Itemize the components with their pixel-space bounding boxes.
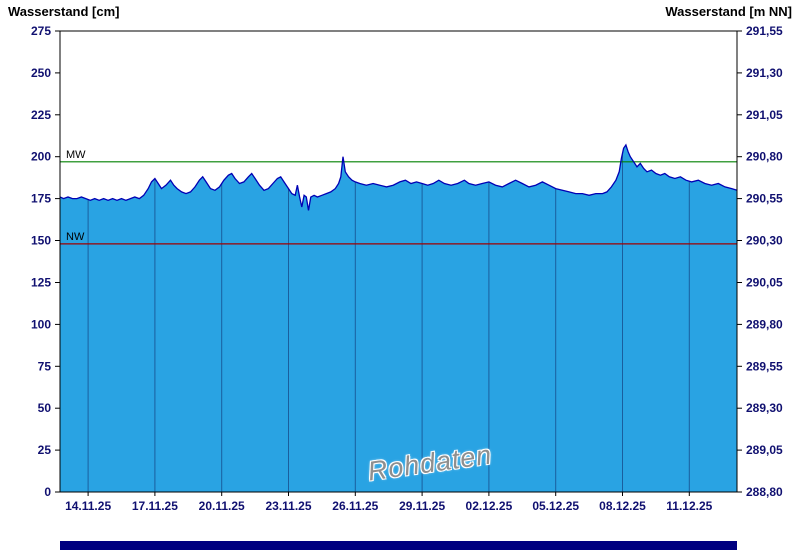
y-axis-tick-label-left: 250 <box>31 66 51 80</box>
x-axis-tick-label: 14.11.25 <box>65 499 111 513</box>
x-axis-tick-label: 05.12.25 <box>532 499 579 513</box>
y-axis-tick-label-left: 175 <box>31 192 51 206</box>
x-axis-tick-label: 08.12.25 <box>599 499 646 513</box>
y-axis-tick-label-right: 291,55 <box>746 24 783 38</box>
y-axis-tick-label-left: 50 <box>38 401 52 415</box>
y-axis-tick-label-left: 0 <box>44 485 51 499</box>
water-level-area <box>60 145 737 492</box>
y-axis-tick-label-right: 289,30 <box>746 401 783 415</box>
y-axis-tick-label-left: 25 <box>38 443 52 457</box>
y-axis-tick-label-right: 290,05 <box>746 276 783 290</box>
y-axis-tick-label-left: 225 <box>31 108 51 122</box>
x-axis-tick-label: 02.12.25 <box>466 499 513 513</box>
y-axis-tick-label-left: 125 <box>31 276 51 290</box>
y-axis-tick-label-right: 291,30 <box>746 66 783 80</box>
y-axis-tick-label-left: 100 <box>31 317 51 331</box>
y-axis-tick-label-right: 289,05 <box>746 443 783 457</box>
y-axis-tick-label-right: 290,80 <box>746 150 783 164</box>
left-axis-title: Wasserstand [cm] <box>8 4 120 19</box>
y-axis-tick-label-left: 150 <box>31 234 51 248</box>
x-axis-tick-label: 23.11.25 <box>265 499 311 513</box>
y-axis-tick-label-right: 289,80 <box>746 317 783 331</box>
right-axis-title: Wasserstand [m NN] <box>665 4 792 19</box>
ref-line-label-mw: MW <box>66 149 86 161</box>
x-axis-tick-label: 20.11.25 <box>199 499 245 513</box>
y-axis-tick-label-right: 290,30 <box>746 234 783 248</box>
water-level-line <box>59 143 738 211</box>
x-axis-tick-label: 11.12.25 <box>666 499 712 513</box>
bottom-bar <box>60 541 737 550</box>
y-axis-tick-label-left: 200 <box>31 150 51 164</box>
plot-frame <box>59 30 738 493</box>
x-axis-tick-label: 26.11.25 <box>332 499 378 513</box>
x-axis-tick-label: 17.11.25 <box>132 499 178 513</box>
y-axis-tick-label-left: 75 <box>38 359 52 373</box>
y-axis-tick-label-left: 275 <box>31 24 51 38</box>
y-axis-tick-label-right: 290,55 <box>746 192 783 206</box>
y-axis-tick-label-right: 291,05 <box>746 108 783 122</box>
y-axis-tick-label-right: 288,80 <box>746 485 783 499</box>
y-axis-tick-label-right: 289,55 <box>746 359 783 373</box>
x-axis-tick-label: 29.11.25 <box>399 499 445 513</box>
ref-line-label-nw: NW <box>66 231 85 243</box>
